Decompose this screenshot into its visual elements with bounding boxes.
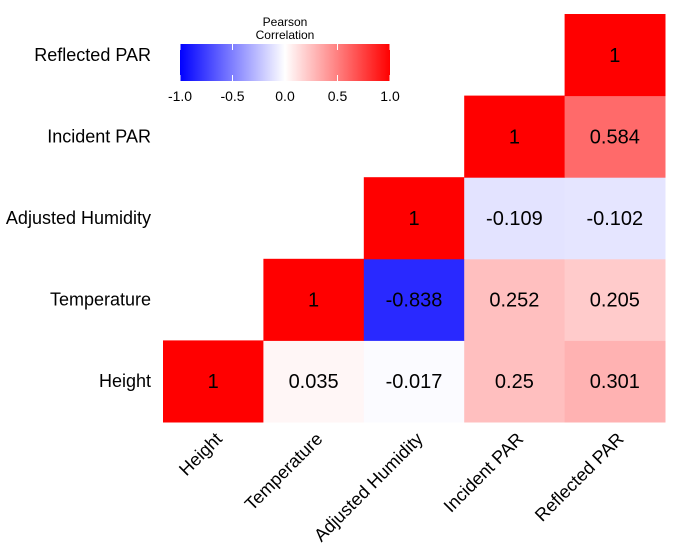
heatmap-cell-reflected-par-adjusted-humidity: [564, 177, 666, 260]
y-tick-label-temperature: Temperature: [50, 290, 151, 310]
y-axis-labels: Height Temperature Adjusted Humidity Incide…: [6, 45, 151, 391]
heatmap-cell-reflected-par-reflected-par: [564, 14, 666, 97]
cell-value-label: 0.25: [495, 371, 534, 393]
cell-value-label: 1: [408, 208, 419, 230]
legend-tick-label: 0.5: [328, 88, 348, 104]
cell-value-label: 0.205: [590, 290, 640, 312]
legend-tick-label: -0.5: [220, 88, 244, 104]
heatmap-cell-adjusted-humidity-adjusted-humidity: [363, 177, 465, 260]
legend-tick-label: 0.0: [275, 88, 295, 104]
heatmap-cell-reflected-par-incident-par: [564, 95, 666, 178]
legend-ticks: -1.0 -0.5 0.0 0.5 1.0: [168, 44, 400, 104]
heatmap-cell-incident-par-adjusted-humidity: [464, 177, 566, 260]
legend-title-line-2: Correlation: [256, 28, 315, 42]
y-tick-label-reflected-par: Reflected PAR: [34, 45, 151, 65]
x-tick-label-incident-par: Incident PAR: [440, 429, 527, 516]
heatmap-cell-temperature-height: [263, 340, 365, 423]
heatmap-cell-height-height: [163, 340, 264, 423]
heatmap-cell-adjusted-humidity-temperature: [363, 258, 465, 341]
x-tick-label-adjusted-humidity: Adjusted Humidity: [310, 429, 427, 546]
heatmap-cell-reflected-par-height: [564, 340, 666, 423]
x-tick-label-temperature: Temperature: [241, 429, 327, 515]
heatmap-cell-reflected-par-temperature: [564, 258, 666, 341]
cell-value-label: 0.584: [590, 126, 640, 148]
cell-value-label: 1: [308, 290, 319, 312]
heatmap-cell-incident-par-temperature: [464, 258, 566, 341]
legend-tick-label: 1.0: [380, 88, 400, 104]
legend-tick-label: -1.0: [168, 88, 192, 104]
y-tick-label-height: Height: [99, 371, 151, 391]
x-tick-label-reflected-par: Reflected PAR: [531, 429, 628, 526]
cell-value-label: 0.252: [489, 290, 539, 312]
heatmap-cell-incident-par-incident-par: [464, 95, 566, 178]
cell-value-label: 0.301: [590, 371, 640, 393]
cell-value-label: -0.102: [586, 208, 643, 230]
heatmap-cell-incident-par-height: [464, 340, 566, 423]
x-tick-label-height: Height: [175, 429, 226, 480]
heatmap-cell-adjusted-humidity-height: [363, 340, 465, 423]
cell-value-label: 1: [208, 371, 219, 393]
cell-value-label: -0.109: [486, 208, 543, 230]
cell-value-label: -0.017: [386, 371, 443, 393]
color-legend: Pearson Correlation -1.0 -0.5 0.0 0.5 1.0: [168, 15, 400, 104]
cell-value-label: 1: [509, 126, 520, 148]
legend-title-line-1: Pearson: [263, 15, 308, 29]
cell-value-label: -0.838: [386, 290, 443, 312]
cell-value-label: 0.035: [289, 371, 339, 393]
heatmap-cell-temperature-temperature: [263, 258, 365, 341]
cell-value-label: 1: [609, 45, 620, 67]
y-tick-label-incident-par: Incident PAR: [47, 126, 151, 146]
y-tick-label-adjusted-humidity: Adjusted Humidity: [6, 208, 151, 228]
legend-colorbar: [180, 44, 390, 81]
heatmap-cells: 1 0.035 -0.017 0.25 0.301 1 -0.838 0.252 0.205 1 -…: [163, 14, 666, 423]
